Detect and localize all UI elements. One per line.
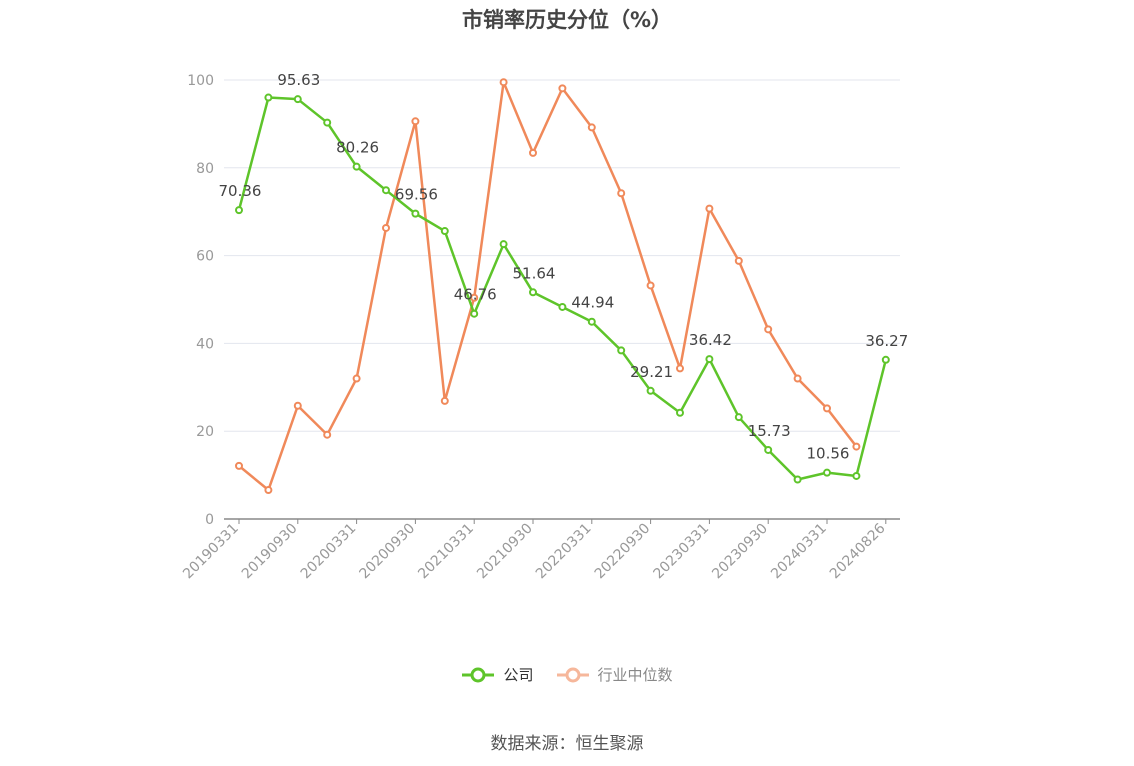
data-label: 15.73 <box>748 422 791 440</box>
chart-title: 市销率历史分位（%） <box>461 8 673 32</box>
data-point[interactable] <box>235 206 243 215</box>
data-point[interactable] <box>558 84 567 93</box>
data-point[interactable] <box>470 309 479 318</box>
data-label: 29.21 <box>630 363 673 381</box>
data-point[interactable] <box>382 223 390 232</box>
data-point[interactable] <box>852 471 861 480</box>
data-point[interactable] <box>793 374 802 383</box>
data-label: 70.36 <box>219 182 262 200</box>
legend-item-company[interactable]: 公司 <box>461 664 534 685</box>
x-tick-label: 20220930 <box>592 521 654 583</box>
data-point[interactable] <box>734 413 743 422</box>
y-tick-label: 0 <box>205 512 214 528</box>
x-tick-label: 20220331 <box>533 521 595 583</box>
x-tick-label: 20230331 <box>651 521 713 583</box>
x-tick-label: 20200331 <box>298 521 360 583</box>
data-point[interactable] <box>705 204 714 213</box>
data-point[interactable] <box>823 404 831 413</box>
y-tick-label: 80 <box>196 161 214 177</box>
x-tick-label: 20190331 <box>180 521 242 583</box>
y-axis-ticks: 0 20 40 60 80 100 <box>187 73 214 528</box>
data-point[interactable] <box>264 93 273 102</box>
x-tick-label: 20230930 <box>709 521 771 583</box>
data-point[interactable] <box>411 209 420 218</box>
data-label: 46.76 <box>454 286 497 304</box>
data-point[interactable] <box>352 374 361 383</box>
data-point[interactable] <box>646 281 655 290</box>
data-point[interactable] <box>587 123 596 132</box>
y-tick-label: 60 <box>196 249 214 265</box>
x-tick-label: 20210331 <box>415 521 477 583</box>
data-label: 10.56 <box>807 445 850 463</box>
data-point[interactable] <box>382 186 390 195</box>
data-point[interactable] <box>529 288 537 297</box>
x-tick-label: 20210930 <box>474 521 536 583</box>
data-label: 95.63 <box>277 71 320 89</box>
legend-company-icon <box>462 667 495 682</box>
data-point[interactable] <box>587 317 596 326</box>
data-point[interactable] <box>764 445 773 454</box>
data-point[interactable] <box>323 118 332 127</box>
data-label: 51.64 <box>513 264 556 282</box>
data-point[interactable] <box>852 442 861 451</box>
data-label: 44.94 <box>571 294 614 312</box>
data-point[interactable] <box>470 293 479 302</box>
data-point[interactable] <box>705 355 714 364</box>
data-point[interactable] <box>734 256 743 265</box>
gridlines <box>224 79 900 432</box>
y-tick-label: 100 <box>187 73 214 89</box>
x-tick-label: 20240331 <box>768 521 830 583</box>
data-point[interactable] <box>499 78 508 87</box>
legend-label-company: 公司 <box>503 666 534 684</box>
data-point[interactable] <box>881 355 890 364</box>
data-point[interactable] <box>235 461 243 470</box>
data-label: 69.56 <box>395 186 438 204</box>
data-point[interactable] <box>499 240 508 249</box>
legend-item-industry[interactable]: 行业中位数 <box>556 664 673 685</box>
data-source: 数据来源：恒生聚源 <box>490 734 644 754</box>
x-tick-label: 20240826 <box>827 520 889 582</box>
data-point[interactable] <box>823 468 831 477</box>
data-label: 36.27 <box>865 332 908 350</box>
x-tick-label: 20190930 <box>239 521 301 583</box>
data-point[interactable] <box>676 364 684 373</box>
legend-industry-icon <box>556 667 589 682</box>
y-tick-label: 20 <box>196 424 214 440</box>
data-point[interactable] <box>646 386 655 395</box>
data-point[interactable] <box>617 189 626 198</box>
data-point[interactable] <box>440 227 449 236</box>
series-group <box>235 78 890 495</box>
data-label: 80.26 <box>336 139 379 157</box>
data-point[interactable] <box>323 430 332 439</box>
data-point[interactable] <box>293 95 302 104</box>
data-point[interactable] <box>264 486 273 495</box>
data-point[interactable] <box>529 148 537 157</box>
x-axis: 2019033120190930202003312020093020210331… <box>180 518 900 583</box>
legend-label-industry: 行业中位数 <box>597 666 673 684</box>
data-point[interactable] <box>293 401 302 410</box>
y-tick-label: 40 <box>196 336 214 352</box>
data-point[interactable] <box>764 325 773 334</box>
x-tick-label: 20200930 <box>357 521 419 583</box>
series-line-1 <box>238 80 858 492</box>
data-point[interactable] <box>411 117 420 126</box>
data-label: 36.42 <box>689 331 732 349</box>
data-point[interactable] <box>793 475 802 484</box>
data-point[interactable] <box>440 396 449 405</box>
data-point[interactable] <box>352 162 361 171</box>
data-labels: 70.36 95.63 80.26 69.56 46.76 51.64 44.94 29.21… <box>219 71 909 462</box>
data-point[interactable] <box>558 302 567 311</box>
data-point[interactable] <box>617 346 626 355</box>
data-point[interactable] <box>676 408 684 417</box>
legend: 公司 行业中位数 <box>0 664 1134 685</box>
